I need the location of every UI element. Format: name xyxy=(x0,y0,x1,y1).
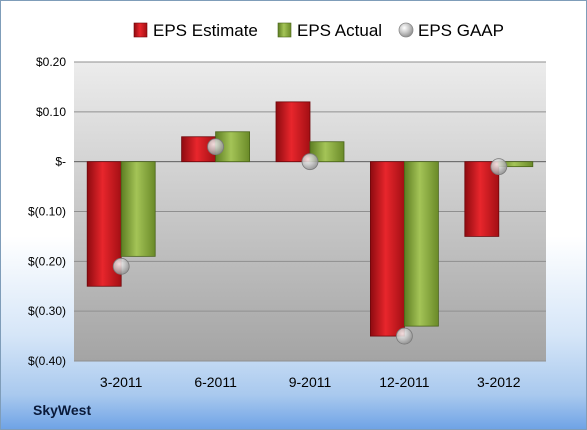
legend-label: EPS Actual xyxy=(297,21,382,40)
x-tick-label: 12-2011 xyxy=(379,374,430,390)
estimate-bar xyxy=(369,161,405,337)
y-tick-label: $- xyxy=(55,155,66,169)
legend-item: EPS Estimate xyxy=(133,21,258,40)
gaap-marker xyxy=(395,327,413,345)
y-tick-label: $(0.40) xyxy=(28,354,66,368)
y-tick-label: $0.10 xyxy=(36,105,66,119)
y-tick-label: $(0.20) xyxy=(28,254,66,268)
gaap-marker xyxy=(207,138,225,156)
legend-label: EPS GAAP xyxy=(418,21,504,40)
x-tick-label: 3-2011 xyxy=(100,374,143,390)
actual-bar xyxy=(309,141,345,163)
x-tick-label: 3-2012 xyxy=(477,374,521,390)
x-tick-label: 9-2011 xyxy=(289,374,332,390)
estimate-bar xyxy=(275,101,311,163)
legend-item: EPS GAAP xyxy=(398,21,504,40)
gaap-marker xyxy=(490,158,508,176)
company-label: SkyWest xyxy=(33,402,92,418)
y-tick-label: $(0.30) xyxy=(28,304,66,318)
actual-bar xyxy=(120,161,156,257)
y-tick-label: $0.20 xyxy=(36,55,66,69)
gaap-markers xyxy=(112,138,508,345)
y-axis: $0.20 $0.10 $- $(0.10) $(0.20) $(0.30) $(0.40) xyxy=(28,55,66,368)
gaap-marker xyxy=(301,153,319,171)
legend-swatch-estimate xyxy=(133,22,148,38)
gaap-marker xyxy=(112,257,130,275)
legend-swatch-gaap xyxy=(398,22,414,38)
x-axis: 3-2011 6-2011 9-2011 12-2011 3-2012 xyxy=(100,374,521,390)
legend-swatch-actual xyxy=(277,22,292,38)
x-tick-label: 6-2011 xyxy=(194,374,237,390)
legend-label: EPS Estimate xyxy=(153,21,258,40)
legend-item: EPS Actual xyxy=(277,21,382,40)
y-tick-label: $(0.10) xyxy=(28,205,66,219)
actual-bar xyxy=(403,161,439,327)
estimate-bar xyxy=(464,161,500,237)
legend: EPS Estimate EPS Actual EPS GAAP xyxy=(133,21,504,40)
